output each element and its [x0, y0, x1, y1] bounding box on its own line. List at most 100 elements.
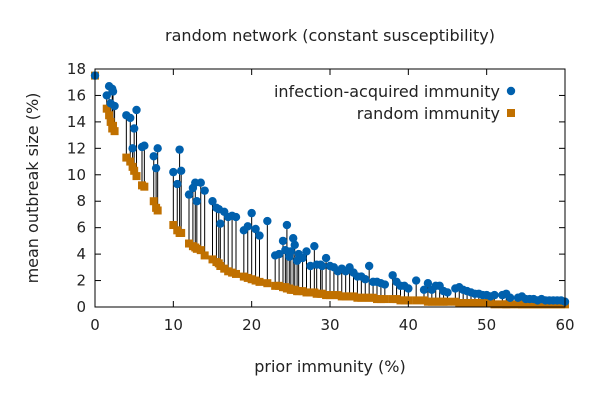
random-immunity-point: [105, 111, 114, 120]
infection-acquired-immunity-point: [423, 279, 433, 288]
infection-acquired-immunity-point: [282, 220, 292, 230]
infection-acquired-immunity-point: [216, 219, 225, 228]
random-immunity-point: [153, 206, 162, 215]
infection-acquired-immunity-point: [380, 280, 390, 289]
infection-acquired-immunity-point: [176, 166, 186, 176]
random-immunity-point: [177, 228, 186, 237]
infection-acquired-immunity-point: [290, 240, 299, 250]
infection-acquired-immunity-point: [286, 247, 296, 256]
infection-acquired-immunity-point: [411, 276, 421, 285]
x-tick-label: 40: [399, 316, 418, 334]
legend-marker-infection-acquired-immunity: [506, 86, 516, 96]
y-tick-label: 8: [76, 192, 86, 210]
infection-acquired-immunity-point: [129, 124, 139, 133]
infection-acquired-immunity-point: [490, 290, 499, 300]
infection-acquired-immunity-point: [419, 285, 429, 295]
random-immunity-point: [506, 300, 515, 309]
random-immunity-point: [132, 172, 141, 181]
x-tick-label: 30: [320, 316, 339, 334]
legend: infection-acquired immunity random immun…: [274, 82, 516, 123]
random-immunity-point: [169, 221, 178, 230]
infection-acquired-immunity-point: [278, 236, 288, 246]
infection-acquired-immunity-point: [192, 197, 202, 206]
infection-acquired-immunity-point: [298, 253, 307, 263]
legend-marker-random-immunity: [507, 109, 515, 117]
infection-acquired-immunity-point: [364, 261, 374, 271]
y-tick-label: 14: [67, 113, 86, 131]
infection-acquired-immunity-point: [173, 179, 182, 189]
infection-acquired-immunity-point: [505, 293, 515, 302]
random-immunity-point: [200, 251, 209, 260]
infection-acquired-immunity-point: [128, 144, 137, 153]
x-axis-label: prior immunity (%): [254, 357, 406, 376]
infection-acquired-immunity-point: [184, 190, 194, 199]
infection-acquired-immunity-point: [247, 208, 256, 218]
infection-acquired-immunity-point: [251, 224, 260, 234]
infection-acquired-immunity-point: [231, 212, 241, 222]
infection-acquired-immunity-point: [317, 261, 327, 271]
random-immunity-point: [380, 295, 389, 304]
y-tick-label: 16: [67, 86, 86, 104]
random-immunity-point: [126, 157, 135, 166]
infection-acquired-immunity-point: [169, 167, 178, 177]
infection-acquired-immunity-point: [110, 101, 119, 111]
infection-acquired-immunity-point: [208, 197, 217, 206]
random-immunity-point: [490, 300, 499, 309]
y-tick-label: 12: [67, 139, 86, 157]
infection-acquired-immunity-point: [306, 261, 315, 271]
legend-label-random-immunity: random immunity: [357, 104, 500, 123]
infection-acquired-immunity-point: [361, 275, 370, 284]
random-immunity-point: [412, 296, 421, 305]
infection-acquired-immunity-point: [404, 284, 413, 293]
legend-label-infection-acquired-immunity: infection-acquired immunity: [274, 82, 500, 101]
y-tick-label: 4: [76, 245, 86, 263]
infection-acquired-immunity-point: [302, 247, 311, 256]
x-tick-label: 10: [164, 316, 183, 334]
y-tick-label: 6: [76, 219, 86, 237]
random-immunity-point: [130, 166, 139, 175]
random-immunity-point: [149, 197, 158, 206]
x-tick-label: 60: [555, 316, 574, 334]
y-tick-label: 18: [67, 60, 86, 78]
infection-acquired-immunity-point: [126, 113, 135, 123]
infection-acquired-immunity-point: [263, 216, 272, 226]
infection-acquired-immunity-point: [102, 91, 111, 100]
random-immunity-point: [102, 104, 111, 113]
infection-acquired-immunity-point: [200, 186, 209, 195]
random-immunity-point: [404, 296, 413, 305]
infection-acquired-immunity-point: [288, 234, 298, 243]
y-tick-label: 10: [67, 166, 86, 184]
random-immunity-point: [443, 297, 452, 306]
infection-acquired-immunity-point: [132, 105, 141, 115]
axis-ticks: 0 10 20 30 40 50 60 0 2 4 6 8 10 12 14 16 18: [67, 60, 575, 334]
infection-acquired-immunity-point: [243, 222, 252, 231]
infection-acquired-immunity-point: [149, 152, 158, 161]
data-points: [90, 71, 570, 309]
x-tick-label: 20: [242, 316, 261, 334]
y-axis-label: mean outbreak size (%): [23, 93, 42, 284]
infection-acquired-immunity-point: [153, 144, 162, 153]
random-immunity-point: [232, 269, 240, 278]
x-tick-label: 0: [90, 316, 100, 334]
infection-acquired-immunity-point: [108, 87, 118, 96]
random-immunity-point: [140, 182, 149, 191]
random-immunity-point: [109, 121, 118, 130]
y-tick-label: 2: [76, 272, 86, 290]
x-tick-label: 50: [477, 316, 496, 334]
infection-acquired-immunity-point: [196, 178, 205, 187]
infection-acquired-immunity-point: [140, 141, 149, 150]
random-immunity-point: [263, 279, 272, 288]
random-immunity-point: [196, 246, 205, 255]
infection-acquired-immunity-point: [388, 271, 397, 280]
infection-acquired-immunity-point: [175, 145, 184, 154]
infection-acquired-immunity-point: [310, 241, 319, 251]
infection-acquired-immunity-point: [274, 249, 284, 259]
infection-acquired-immunity-point: [151, 163, 161, 173]
random-immunity-point: [110, 127, 119, 136]
infection-acquired-immunity-point: [443, 288, 452, 297]
y-tick-label: 0: [76, 298, 86, 316]
random-immunity-point: [255, 277, 264, 286]
infection-acquired-immunity-point: [321, 253, 331, 263]
chart-title: random network (constant susceptibility): [165, 26, 495, 45]
